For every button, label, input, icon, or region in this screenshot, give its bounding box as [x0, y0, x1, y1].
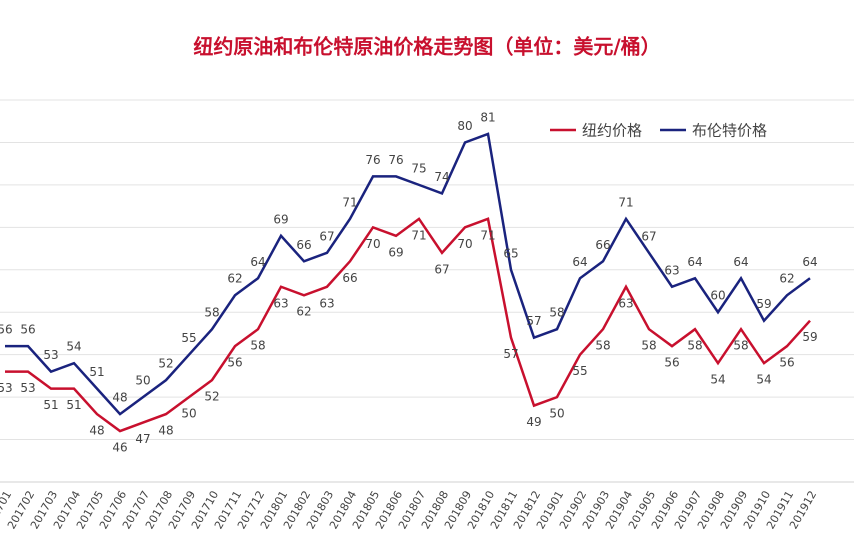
data-label: 75	[411, 161, 426, 175]
data-label: 66	[595, 238, 610, 252]
data-label: 58	[687, 339, 702, 353]
data-label: 53	[20, 381, 35, 395]
chart-title: 纽约原油和布伦特原油价格走势图（单位：美元/桶）	[193, 35, 660, 59]
data-label: 63	[319, 296, 334, 310]
data-label: 53	[0, 381, 13, 395]
data-label: 48	[89, 424, 104, 438]
data-label: 58	[549, 306, 564, 320]
data-label: 63	[273, 296, 288, 310]
data-label: 52	[204, 390, 219, 404]
data-label: 67	[641, 229, 656, 243]
data-label: 64	[733, 255, 748, 269]
data-label: 56	[20, 323, 35, 337]
data-label: 56	[779, 356, 794, 370]
data-label: 52	[158, 357, 173, 371]
data-label: 50	[135, 374, 150, 388]
data-label: 54	[710, 373, 725, 387]
data-label: 67	[434, 262, 449, 276]
data-label: 51	[89, 365, 104, 379]
data-label: 80	[457, 119, 472, 133]
line-series	[5, 217, 811, 433]
data-label: 48	[158, 424, 173, 438]
data-label: 58	[641, 339, 656, 353]
data-label: 71	[480, 228, 495, 242]
data-label: 53	[43, 348, 58, 362]
data-label: 51	[43, 398, 58, 412]
data-label: 63	[618, 296, 633, 310]
data-label: 71	[342, 195, 357, 209]
data-label: 51	[66, 398, 81, 412]
legend-label: 纽约价格	[582, 122, 642, 140]
data-label: 60	[710, 289, 725, 303]
data-label: 47	[135, 432, 150, 446]
data-label: 66	[296, 238, 311, 252]
data-label: 62	[779, 272, 794, 286]
data-label: 64	[687, 255, 702, 269]
data-label: 50	[181, 407, 196, 421]
data-label: 54	[756, 373, 771, 387]
data-label: 69	[273, 212, 288, 226]
data-label: 48	[112, 391, 127, 405]
data-label: 62	[227, 272, 242, 286]
data-label: 76	[365, 153, 380, 167]
line-series	[5, 132, 811, 416]
data-label: 56	[664, 356, 679, 370]
data-label: 64	[572, 255, 587, 269]
data-label: 59	[802, 330, 817, 344]
data-label: 81	[480, 110, 495, 124]
data-label: 74	[434, 170, 449, 184]
data-label: 62	[296, 305, 311, 319]
data-label: 76	[388, 153, 403, 167]
data-label: 64	[802, 255, 817, 269]
data-label: 71	[411, 228, 426, 242]
data-label: 46	[112, 441, 127, 455]
data-label: 50	[549, 407, 564, 421]
data-label: 70	[457, 237, 472, 251]
data-label: 58	[204, 306, 219, 320]
data-label: 54	[66, 340, 81, 354]
data-label: 64	[250, 255, 265, 269]
data-label: 58	[250, 339, 265, 353]
data-label: 67	[319, 229, 334, 243]
data-label: 69	[388, 245, 403, 259]
data-label: 70	[365, 237, 380, 251]
data-label: 56	[227, 356, 242, 370]
data-label: 59	[756, 297, 771, 311]
data-label: 58	[733, 339, 748, 353]
data-label: 63	[664, 263, 679, 277]
data-label: 65	[503, 246, 518, 260]
data-label: 57	[503, 347, 518, 361]
data-label: 55	[572, 364, 587, 378]
data-label: 57	[526, 314, 541, 328]
legend-label: 布伦特价格	[692, 122, 767, 140]
data-label: 58	[595, 339, 610, 353]
data-label: 49	[526, 415, 541, 429]
data-label: 55	[181, 331, 196, 345]
data-label: 56	[0, 323, 13, 337]
data-label: 66	[342, 271, 357, 285]
data-label: 71	[618, 195, 633, 209]
